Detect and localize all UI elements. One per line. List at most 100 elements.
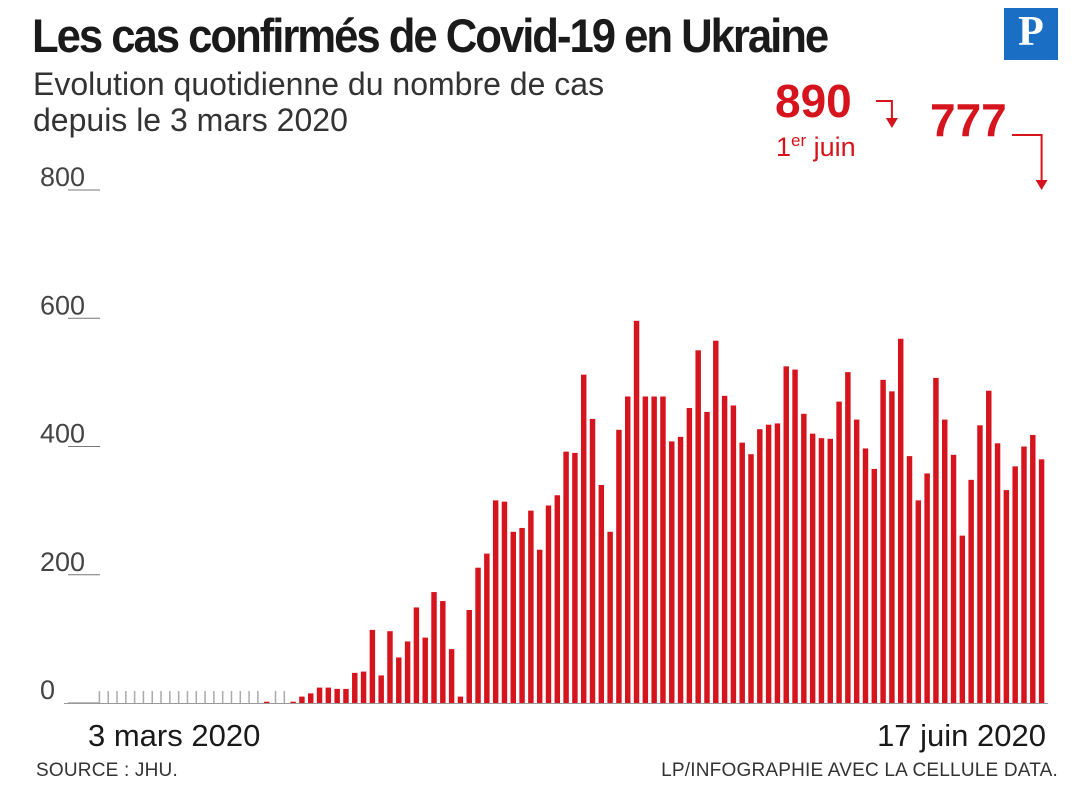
bar <box>316 687 323 703</box>
bar <box>519 527 525 703</box>
bar <box>413 607 420 703</box>
bar <box>704 411 710 703</box>
bar-empty-tick <box>274 691 277 703</box>
bar-empty-tick <box>98 691 101 703</box>
bar <box>827 438 833 703</box>
bar-empty-tick <box>195 691 198 703</box>
bar <box>836 401 842 703</box>
y-tick-label: 0 <box>40 675 55 705</box>
bar <box>862 448 869 703</box>
bar <box>713 340 719 703</box>
bar <box>950 454 957 703</box>
bar <box>360 671 367 703</box>
bar-empty-tick <box>213 691 215 703</box>
bar <box>510 531 516 703</box>
bar-empty-tick <box>230 691 233 703</box>
bar-empty-tick <box>283 691 286 703</box>
bar <box>625 396 631 703</box>
bar <box>308 693 314 703</box>
bar-empty-tick <box>169 691 171 703</box>
source-note: SOURCE : JHU. <box>36 760 178 781</box>
bar <box>457 696 464 703</box>
publisher-logo: P <box>1004 8 1058 60</box>
chart-title: Les cas confirmés de Covid-19 en Ukraine <box>32 9 829 62</box>
bar-empty-tick <box>160 691 162 703</box>
bar-empty-tick <box>221 691 224 703</box>
bar <box>986 390 992 703</box>
bar <box>299 696 305 703</box>
bar <box>818 438 825 703</box>
bar <box>1030 434 1036 703</box>
annotation-last-arrow <box>1012 134 1043 186</box>
bar-empty-tick <box>248 691 250 703</box>
bar <box>492 500 499 703</box>
bar <box>572 452 578 703</box>
bar-empty-tick <box>239 691 242 703</box>
bar <box>431 592 437 703</box>
bar <box>880 379 886 703</box>
bar <box>933 377 939 703</box>
bar <box>633 320 640 703</box>
bar <box>598 484 605 703</box>
bar-empty-tick <box>125 691 127 703</box>
bar <box>748 454 754 703</box>
annotation-last-value: 777 <box>930 94 1007 146</box>
bar <box>536 549 543 703</box>
bar <box>739 442 745 703</box>
bar <box>994 443 1001 703</box>
bar <box>677 436 684 703</box>
bar <box>387 631 393 703</box>
bar <box>686 408 693 703</box>
bar <box>263 701 270 703</box>
bar <box>845 372 851 703</box>
bar <box>642 396 649 703</box>
annotation-peak-arrow <box>876 100 893 124</box>
bar <box>404 641 411 703</box>
bar <box>484 553 490 703</box>
bar <box>977 425 983 703</box>
bar <box>757 429 763 703</box>
bar <box>783 366 789 703</box>
annotation-peak-arrowhead <box>885 118 898 128</box>
bar <box>466 610 472 703</box>
bar <box>924 473 930 703</box>
bar <box>607 531 613 703</box>
y-tick-label: 800 <box>40 162 85 192</box>
bar <box>396 657 402 703</box>
bar <box>554 495 561 703</box>
bar <box>871 468 878 703</box>
bar <box>343 688 349 703</box>
bar <box>352 672 358 703</box>
bar <box>440 601 446 703</box>
logo-underline-1 <box>1004 56 1058 58</box>
annotation-last-arrowhead <box>1035 180 1048 190</box>
x-end-label: 17 juin 2020 <box>877 718 1046 753</box>
y-tick-label: 600 <box>40 290 85 320</box>
bar <box>792 369 798 703</box>
bar-empty-tick <box>177 691 180 703</box>
y-tick-label: 400 <box>40 419 85 449</box>
bar <box>290 701 296 703</box>
bar <box>545 505 552 703</box>
bar <box>616 429 622 703</box>
bar <box>906 456 913 703</box>
bar-empty-tick <box>257 691 259 703</box>
bar <box>528 510 534 703</box>
bar <box>589 418 596 703</box>
bar <box>730 405 737 703</box>
annotation-peak-date: 1er juin <box>776 131 856 162</box>
bar <box>334 688 340 703</box>
bar <box>475 567 481 703</box>
bar <box>959 535 966 703</box>
bar <box>853 419 860 703</box>
bar <box>721 395 728 703</box>
bar-empty-tick <box>107 691 109 703</box>
bar <box>1038 459 1045 703</box>
bar <box>1003 490 1010 703</box>
bar <box>809 433 816 703</box>
bar <box>774 423 781 703</box>
bar <box>325 687 332 703</box>
bar <box>369 629 376 703</box>
bar <box>765 424 772 703</box>
